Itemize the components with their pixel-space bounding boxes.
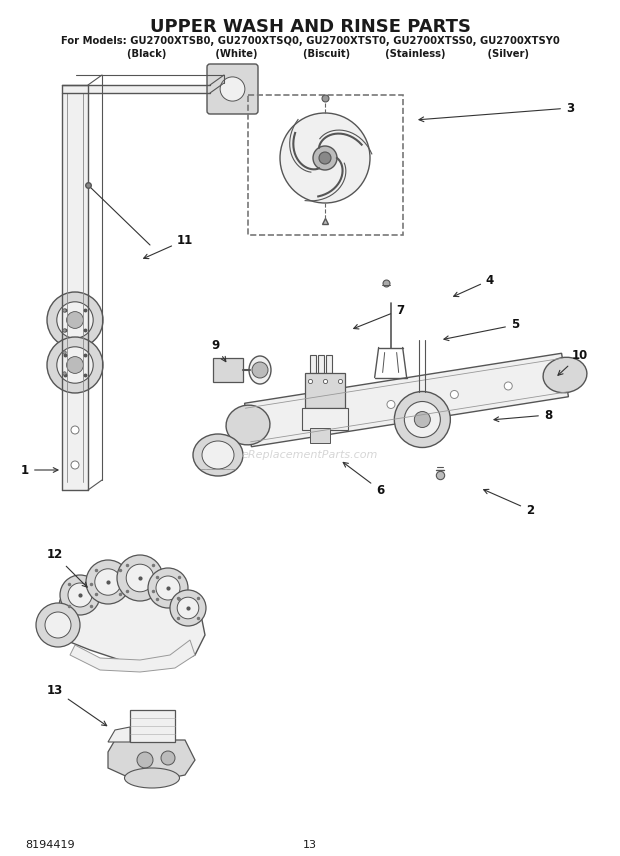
Bar <box>310 428 330 443</box>
Circle shape <box>60 575 100 615</box>
Bar <box>305 373 345 408</box>
Circle shape <box>394 391 450 448</box>
Circle shape <box>47 292 103 348</box>
Polygon shape <box>108 740 195 780</box>
Circle shape <box>319 152 331 164</box>
Bar <box>310 355 316 373</box>
Circle shape <box>57 347 93 383</box>
Circle shape <box>47 337 103 393</box>
Text: 3: 3 <box>419 102 574 122</box>
Text: 8194419: 8194419 <box>25 840 74 850</box>
Text: 7: 7 <box>354 304 404 329</box>
Circle shape <box>414 412 430 427</box>
Text: UPPER WASH AND RINSE PARTS: UPPER WASH AND RINSE PARTS <box>149 18 471 36</box>
Circle shape <box>36 603 80 647</box>
Text: 4: 4 <box>454 274 494 296</box>
Circle shape <box>504 382 512 390</box>
Text: 13: 13 <box>47 683 107 726</box>
Circle shape <box>148 568 188 608</box>
Ellipse shape <box>202 441 234 469</box>
Text: 13: 13 <box>303 840 317 850</box>
Polygon shape <box>55 578 205 668</box>
Ellipse shape <box>220 77 245 101</box>
FancyBboxPatch shape <box>207 64 258 114</box>
Text: 10: 10 <box>558 348 588 375</box>
Circle shape <box>170 590 206 626</box>
Text: 9: 9 <box>211 338 226 361</box>
Text: For Models: GU2700XTSB0, GU2700XTSQ0, GU2700XTST0, GU2700XTSS0, GU2700XTSY0: For Models: GU2700XTSB0, GU2700XTSQ0, GU… <box>61 36 559 46</box>
Circle shape <box>71 461 79 469</box>
Ellipse shape <box>226 405 270 445</box>
Bar <box>302 408 348 430</box>
Circle shape <box>177 597 199 619</box>
Polygon shape <box>244 354 569 447</box>
Circle shape <box>126 564 154 591</box>
Circle shape <box>86 560 130 604</box>
Bar <box>62 85 210 93</box>
Text: 5: 5 <box>444 318 519 341</box>
Circle shape <box>404 401 440 437</box>
Text: eReplacementParts.com: eReplacementParts.com <box>242 450 378 460</box>
Circle shape <box>71 426 79 434</box>
Bar <box>248 95 403 235</box>
Circle shape <box>137 752 153 768</box>
Text: (Black)              (White)             (Biscuit)          (Stainless)         : (Black) (White) (Biscuit) (Stainless) <box>92 49 528 59</box>
Circle shape <box>156 576 180 600</box>
Circle shape <box>95 568 121 595</box>
Circle shape <box>66 312 84 329</box>
Text: 2: 2 <box>484 490 534 516</box>
Ellipse shape <box>193 434 243 476</box>
Text: 6: 6 <box>343 462 384 496</box>
Polygon shape <box>108 727 130 742</box>
Bar <box>62 85 88 490</box>
Text: 8: 8 <box>494 408 552 422</box>
Circle shape <box>161 751 175 765</box>
Bar <box>213 358 243 382</box>
Text: 1: 1 <box>21 463 58 477</box>
Text: 12: 12 <box>47 549 87 587</box>
Text: 11: 11 <box>144 234 193 259</box>
Bar <box>318 355 324 373</box>
Bar <box>326 355 332 373</box>
Circle shape <box>57 302 93 338</box>
Circle shape <box>324 411 332 419</box>
Circle shape <box>68 583 92 607</box>
Circle shape <box>66 357 84 373</box>
Circle shape <box>387 401 395 408</box>
Circle shape <box>313 146 337 170</box>
Bar <box>130 710 175 742</box>
Polygon shape <box>70 640 195 672</box>
Circle shape <box>280 113 370 203</box>
Circle shape <box>45 612 71 638</box>
Ellipse shape <box>543 357 587 393</box>
Ellipse shape <box>249 356 271 384</box>
Circle shape <box>252 362 268 378</box>
Circle shape <box>117 555 163 601</box>
Ellipse shape <box>125 768 180 788</box>
Circle shape <box>450 390 458 399</box>
